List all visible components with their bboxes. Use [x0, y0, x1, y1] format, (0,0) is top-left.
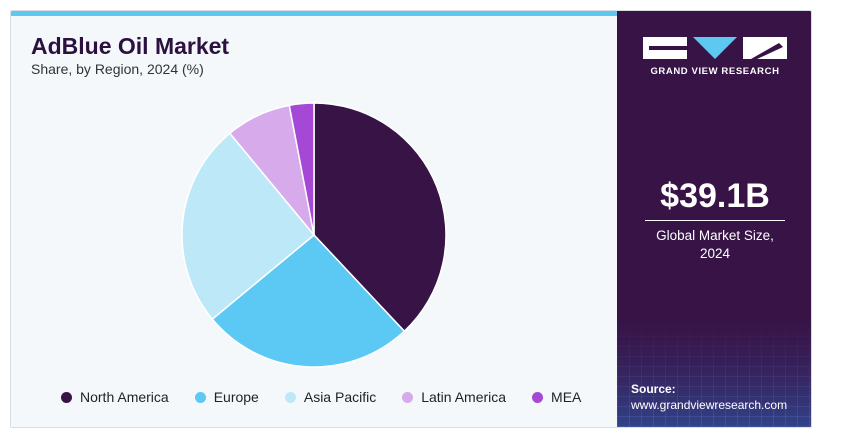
legend-label-asia-pacific: Asia Pacific: [303, 389, 377, 405]
chart-title: AdBlue Oil Market: [31, 33, 230, 59]
divider: [645, 220, 785, 221]
pie-chart: [181, 102, 447, 368]
legend-item-europe: Europe: [194, 389, 259, 405]
pie-slice-mea: [288, 102, 315, 236]
decorative-grid-background: [617, 317, 811, 427]
legend-swatch-north-america: [61, 391, 72, 403]
source-block: Source: www.grandviewresearch.com: [631, 381, 787, 413]
pie-slice-north-america: [313, 102, 447, 333]
legend-swatch-asia-pacific: [284, 391, 296, 403]
summary-panel: GRAND VIEW RESEARCH $39.1B Global Market…: [617, 11, 811, 427]
legend-label-north-america: North America: [80, 389, 169, 405]
legend-item-latin-america: Latin America: [402, 389, 506, 405]
legend-swatch-latin-america: [402, 391, 414, 403]
brand-name: GRAND VIEW RESEARCH: [650, 66, 780, 77]
legend-label-mea: MEA: [551, 389, 582, 405]
market-size-label-line1: Global Market Size,: [656, 228, 774, 243]
accent-bar: [11, 11, 617, 16]
pie-slice-asia-pacific: [181, 132, 316, 321]
infographic-card: AdBlue Oil Market Share, by Region, 2024…: [10, 10, 812, 428]
legend-item-mea: MEA: [532, 389, 581, 405]
grand-view-research-logo-icon: [643, 37, 787, 59]
chart-panel: AdBlue Oil Market Share, by Region, 2024…: [11, 11, 617, 427]
legend-label-latin-america: Latin America: [421, 389, 507, 405]
legend-swatch-europe: [194, 391, 206, 403]
market-size-label: Global Market Size, 2024: [617, 227, 811, 263]
legend-label-europe: Europe: [213, 389, 259, 405]
source-url: www.grandviewresearch.com: [631, 398, 788, 412]
chart-legend: North America Europe Asia Pacific Latin Ame…: [61, 389, 607, 405]
market-size-label-line2: 2024: [699, 246, 731, 261]
pie-slice-europe: [211, 233, 406, 368]
market-size-value: $39.1B: [660, 177, 770, 215]
source-label: Source:: [631, 382, 676, 396]
legend-swatch-mea: [532, 391, 544, 403]
chart-subtitle: Share, by Region, 2024 (%): [31, 61, 204, 77]
legend-item-asia-pacific: Asia Pacific: [284, 389, 377, 405]
legend-item-north-america: North America: [61, 389, 169, 405]
